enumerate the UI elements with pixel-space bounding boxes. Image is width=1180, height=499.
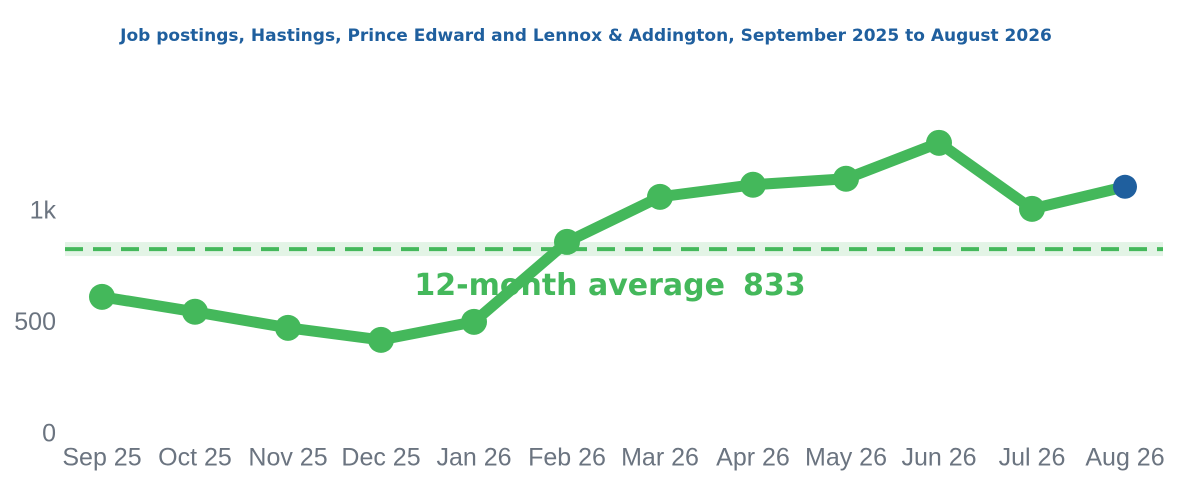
y-tick-label: 0 [42,420,56,448]
point [554,228,580,255]
point [926,129,952,156]
x-tick-label: Dec 25 [341,444,420,472]
point [275,314,301,341]
point [740,171,766,198]
chart-title: Job postings, Hastings, Prince Edward an… [119,26,1052,46]
point [89,283,115,310]
x-tick-label: May 26 [805,444,887,472]
y-tick-label: 1k [30,196,57,224]
point [833,165,859,192]
x-tick-label: Jan 26 [436,444,511,472]
x-tick-label: Jun 26 [901,444,976,472]
point [182,298,208,325]
x-tick-label: Feb 26 [528,444,606,472]
point [461,308,487,335]
average-value: 833 [743,268,806,303]
point [647,183,673,210]
point [1019,195,1045,222]
y-tick-label: 500 [14,308,56,336]
average-label-text: 12-month average [414,268,725,303]
x-tick-label: Aug 26 [1085,444,1164,472]
point [368,326,394,353]
x-tick-label: Nov 25 [248,444,327,472]
x-tick-label: Oct 25 [158,444,232,472]
x-tick-label: Sep 25 [62,444,141,472]
series-line [101,137,1127,346]
x-tick-label: Jul 26 [999,444,1066,472]
average-label: 12-month average 833 [414,268,805,303]
point [1113,174,1137,199]
x-tick-label: Mar 26 [621,444,699,472]
x-tick-label: Apr 26 [716,444,790,472]
